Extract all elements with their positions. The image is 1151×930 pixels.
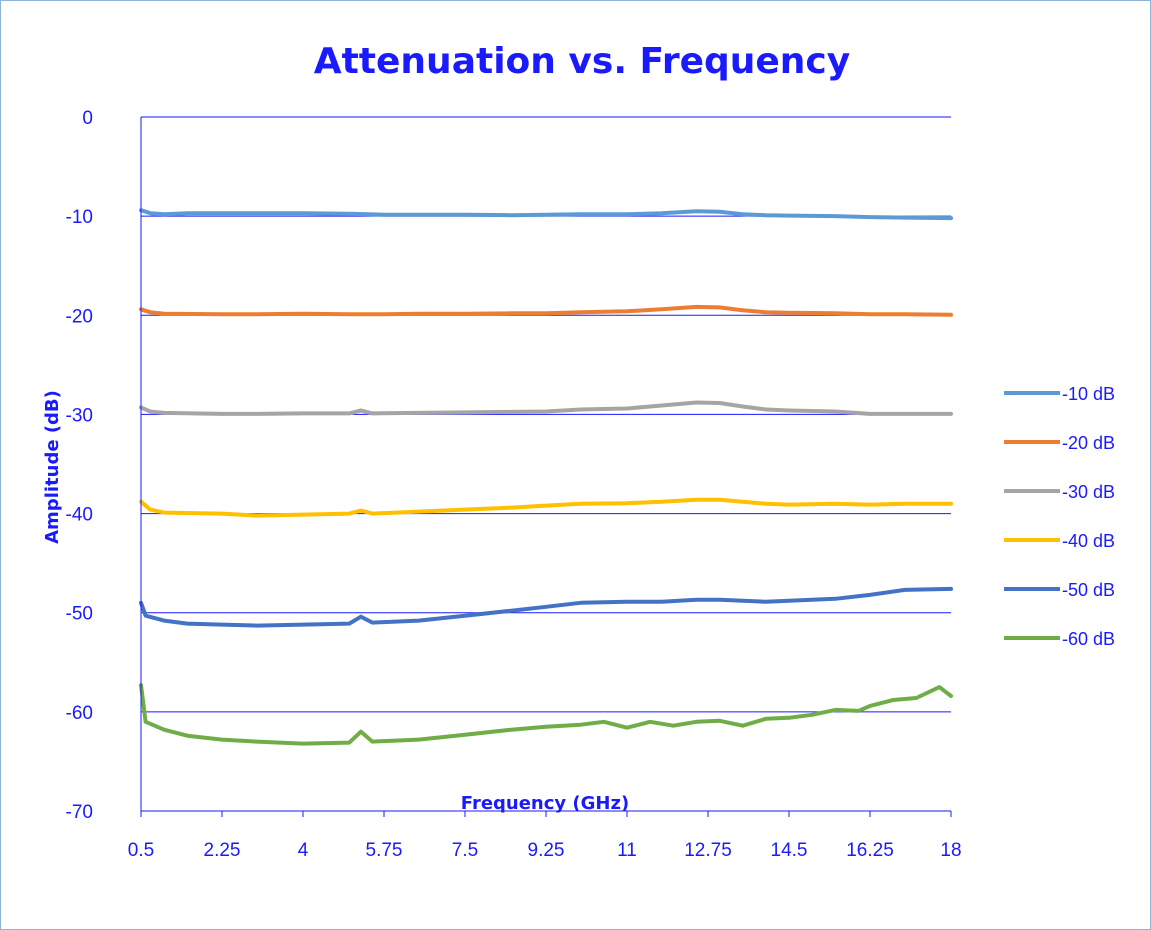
legend-label: -60 dB xyxy=(1062,629,1115,649)
x-tick-label: 14.5 xyxy=(771,840,808,861)
chart-title: Attenuation vs. Frequency xyxy=(314,41,851,82)
legend-label: -50 dB xyxy=(1062,580,1115,600)
x-tick-label: 11 xyxy=(617,840,637,861)
y-tick-label: -60 xyxy=(66,703,93,724)
x-axis-ticks: 0.5 2.25 4 5.75 7.5 9.25 11 12.75 14.5 16.25 18 xyxy=(128,811,962,861)
x-tick-label: 9.25 xyxy=(528,840,565,861)
legend: -10 dB -20 dB -30 dB -40 dB -50 dB -60 dB xyxy=(1004,384,1115,649)
x-tick-label: 4 xyxy=(298,840,309,861)
legend-label: -30 dB xyxy=(1062,482,1115,502)
series-line-2 xyxy=(139,304,953,317)
x-tick-label: 18 xyxy=(940,840,961,861)
y-tick-label: -50 xyxy=(66,604,93,625)
y-tick-label: -40 xyxy=(66,505,93,526)
y-tick-label: -10 xyxy=(66,207,93,228)
series-line-4 xyxy=(139,497,953,518)
y-tick-label: -20 xyxy=(66,306,93,327)
series-line-1 xyxy=(139,208,953,221)
x-tick-label: 16.25 xyxy=(846,840,894,861)
x-tick-label: 5.75 xyxy=(366,840,403,861)
x-tick-label: 0.5 xyxy=(128,840,154,861)
y-tick-label: 0 xyxy=(82,108,93,129)
x-tick-label: 12.75 xyxy=(684,840,732,861)
series-lines xyxy=(139,208,953,746)
x-tick-label: 7.5 xyxy=(452,840,478,861)
series-line-5 xyxy=(139,586,953,628)
y-tick-label: -30 xyxy=(66,405,93,426)
legend-label: -40 dB xyxy=(1062,531,1115,551)
legend-label: -20 dB xyxy=(1062,433,1115,453)
x-axis-title: Frequency (GHz) xyxy=(461,793,629,814)
series-line-3 xyxy=(139,400,953,416)
y-axis-title: Amplitude (dB) xyxy=(42,390,63,544)
x-tick-label: 2.25 xyxy=(204,840,241,861)
legend-label: -10 dB xyxy=(1062,384,1115,404)
y-axis-ticks: 0 -10 -20 -30 -40 -50 -60 -70 xyxy=(66,108,93,823)
series-line-6 xyxy=(139,683,953,746)
y-tick-label: -70 xyxy=(66,802,93,823)
